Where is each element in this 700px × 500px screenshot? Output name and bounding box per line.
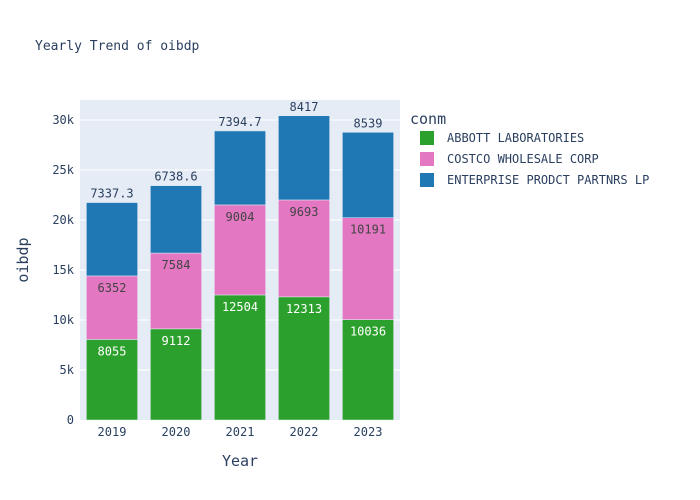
y-tick-label: 15k	[52, 263, 74, 277]
y-tick-label: 20k	[52, 213, 74, 227]
bar-enterprise-prodct-partnrs-lp-2020	[150, 185, 202, 254]
x-axis-title: Year	[222, 452, 258, 470]
bar-enterprise-prodct-partnrs-lp-2023	[342, 132, 394, 218]
bars	[86, 115, 394, 421]
y-axis-ticks: 0 5k 10k 15k 20k 25k 30k	[52, 113, 74, 427]
x-tick-label: 2022	[290, 425, 319, 439]
y-tick-label: 0	[67, 413, 74, 427]
bar-value-label: 9004	[226, 210, 255, 224]
bar-abbott-laboratories-2020	[150, 328, 202, 421]
bar-value-label: 9693	[290, 205, 319, 219]
bar-abbott-laboratories-2022	[278, 296, 330, 421]
bar-value-label: 7394.7	[218, 115, 261, 129]
bar-value-label: 6738.6	[154, 170, 197, 184]
legend-swatch	[420, 131, 434, 145]
bar-labels: 8055 6352 7337.3 9112 7584 6738.6 12504 9004 739…	[90, 100, 386, 359]
bar-costco-wholesale-corp-2023	[342, 217, 394, 320]
legend-title: conm	[410, 110, 446, 128]
legend-swatch	[420, 152, 434, 166]
bar-costco-wholesale-corp-2021	[214, 204, 266, 296]
bar-value-label: 9112	[162, 334, 191, 348]
bar-abbott-laboratories-2023	[342, 319, 394, 421]
x-tick-label: 2019	[98, 425, 127, 439]
bar-value-label: 8417	[290, 100, 319, 114]
y-tick-label: 10k	[52, 313, 74, 327]
legend-swatch	[420, 173, 434, 187]
bar-enterprise-prodct-partnrs-lp-2021	[214, 130, 266, 206]
x-tick-label: 2023	[354, 425, 383, 439]
bar-abbott-laboratories-2019	[86, 339, 138, 421]
legend: conm ABBOTT LABORATORIES COSTCO WHOLESALE…	[410, 110, 649, 187]
bar-value-label: 8539	[354, 116, 383, 130]
chart-title: Yearly Trend of oibdp	[35, 39, 200, 54]
bar-enterprise-prodct-partnrs-lp-2022	[278, 115, 330, 201]
y-tick-label: 25k	[52, 163, 74, 177]
x-axis-ticks: 2019 2020 2021 2022 2023	[98, 425, 383, 439]
bar-costco-wholesale-corp-2020	[150, 252, 202, 330]
x-tick-label: 2021	[226, 425, 255, 439]
bar-value-label: 10036	[350, 325, 386, 339]
y-tick-label: 30k	[52, 113, 74, 127]
bar-costco-wholesale-corp-2019	[86, 275, 138, 340]
bar-value-label: 12504	[222, 300, 258, 314]
bar-enterprise-prodct-partnrs-lp-2019	[86, 202, 138, 277]
bar-value-label: 6352	[98, 281, 127, 295]
bar-value-label: 7337.3	[90, 187, 133, 201]
y-tick-label: 5k	[60, 363, 75, 377]
bar-value-label: 8055	[98, 344, 127, 358]
legend-label: ENTERPRISE PRODCT PARTNRS LP	[447, 173, 649, 187]
legend-items: ABBOTT LABORATORIES COSTCO WHOLESALE CORP…	[420, 131, 649, 187]
legend-label: COSTCO WHOLESALE CORP	[447, 152, 599, 166]
bar-value-label: 7584	[162, 258, 191, 272]
y-axis-title: oibdp	[14, 237, 32, 282]
x-tick-label: 2020	[162, 425, 191, 439]
bar-value-label: 12313	[286, 302, 322, 316]
legend-label: ABBOTT LABORATORIES	[447, 131, 584, 145]
bar-value-label: 10191	[350, 223, 386, 237]
